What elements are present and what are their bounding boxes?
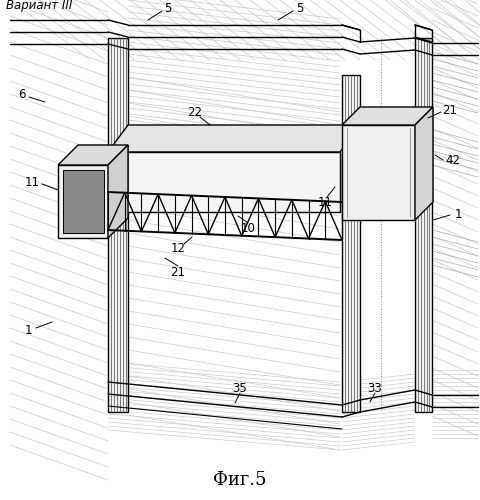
Polygon shape (58, 145, 128, 165)
Text: 21: 21 (443, 104, 457, 117)
Text: 22: 22 (188, 106, 203, 118)
Text: 42: 42 (445, 154, 460, 166)
Text: Вариант III: Вариант III (6, 0, 72, 12)
Text: 33: 33 (368, 382, 383, 394)
Text: 5: 5 (164, 2, 172, 15)
Polygon shape (108, 152, 340, 212)
Polygon shape (108, 38, 128, 412)
Polygon shape (415, 107, 433, 220)
Text: 10: 10 (240, 222, 255, 234)
Polygon shape (342, 75, 360, 412)
Polygon shape (108, 145, 128, 218)
Text: 5: 5 (296, 2, 304, 15)
Polygon shape (63, 170, 104, 233)
Text: 1: 1 (24, 324, 32, 336)
Text: 35: 35 (233, 382, 247, 394)
Text: 1: 1 (454, 208, 462, 222)
Polygon shape (415, 38, 432, 412)
Polygon shape (342, 125, 415, 220)
Polygon shape (342, 107, 433, 125)
Polygon shape (58, 165, 108, 238)
Text: 21: 21 (170, 266, 185, 278)
Text: 11: 11 (317, 196, 333, 208)
Polygon shape (108, 145, 128, 238)
Text: 12: 12 (170, 242, 185, 254)
Text: 6: 6 (18, 88, 26, 102)
Text: Фиг.5: Фиг.5 (213, 471, 267, 489)
Polygon shape (108, 125, 360, 152)
Text: 11: 11 (24, 176, 39, 188)
